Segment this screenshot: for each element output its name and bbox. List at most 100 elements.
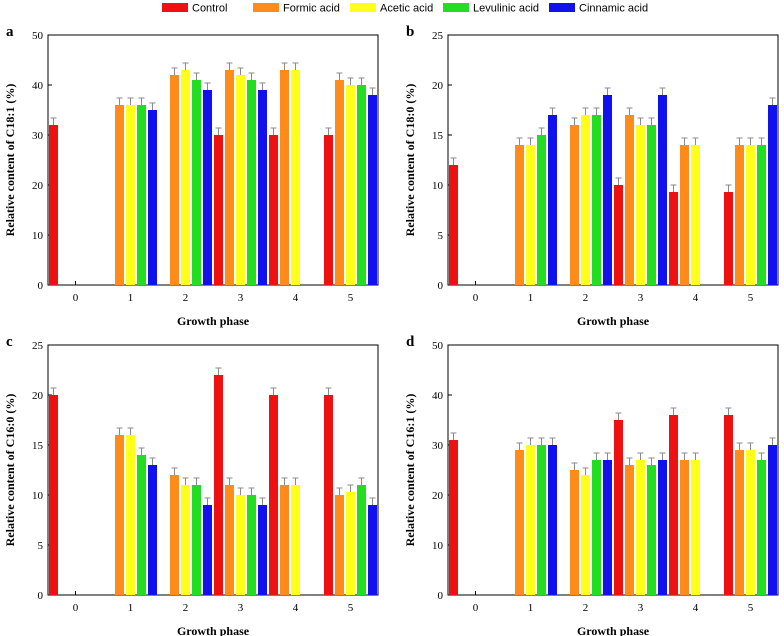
error-bar [237,487,244,495]
error-bar [138,447,145,455]
bar-control-phase-5 [324,135,333,285]
bar-acetic-acid-phase-3 [236,75,245,285]
error-bar [538,127,545,135]
y-tick-label: 0 [38,590,44,602]
bar-formic-acid-phase-4 [680,460,689,595]
panel-letter: c [6,334,13,350]
error-bar [747,442,754,450]
error-bar [615,177,622,185]
bar-levulinic-acid-phase-5 [357,85,366,285]
error-bar [516,137,523,145]
bar-control-phase-4 [669,415,678,595]
error-bar [347,77,354,85]
error-bar [648,117,655,125]
error-bar [336,72,343,80]
error-bar [615,412,622,420]
bar-acetic-acid-phase-5 [746,145,755,285]
plot-frame [47,344,379,596]
x-tick-label: 5 [348,602,354,614]
x-tick-label: 3 [638,292,644,304]
error-bar [215,127,222,135]
y-tick-label: 15 [432,130,444,142]
y-tick-label: 25 [32,340,44,352]
bar-control-phase-0 [49,395,58,595]
y-tick-label: 20 [32,180,44,192]
legend-swatch-cinnamic-acid [549,3,575,12]
error-bar [604,87,611,95]
y-tick-label: 10 [32,230,44,242]
y-tick-label: 20 [32,390,44,402]
error-bar [259,82,266,90]
error-bar [549,107,556,115]
error-bar [758,452,765,460]
panel-b: b 0 5 10 15 20 25 0 1 2 3 4 5 Growth phase Relative co… [403,24,779,328]
error-bar [292,62,299,70]
x-tick-label: 1 [128,292,134,304]
bar-control-phase-5 [324,395,333,595]
bar-acetic-acid-phase-5 [346,492,355,595]
bar-formic-acid-phase-1 [515,450,524,595]
bar-cinnamic-acid-phase-1 [548,115,557,285]
error-bar [182,477,189,485]
bar-cinnamic-acid-phase-5 [368,505,377,595]
error-bar [692,452,699,460]
bar-formic-acid-phase-2 [170,475,179,595]
error-bar [325,387,332,395]
bar-acetic-acid-phase-4 [691,145,700,285]
bar-control-phase-3 [614,185,623,285]
error-bar [681,137,688,145]
bar-cinnamic-acid-phase-5 [768,105,777,285]
error-bar [204,82,211,90]
bar-levulinic-acid-phase-3 [647,125,656,285]
error-bar [538,437,545,445]
bar-levulinic-acid-phase-5 [357,485,366,595]
bar-acetic-acid-phase-3 [636,125,645,285]
y-tick-label: 5 [38,540,44,552]
error-bar [336,487,343,495]
bar-acetic-acid-phase-4 [291,485,300,595]
x-tick-label: 0 [73,292,79,304]
error-bar [116,427,123,435]
y-axis-title: Relative content of C18:1 (%) [3,84,17,237]
error-bar [149,457,156,465]
error-bar [270,127,277,135]
error-bar [149,102,156,110]
x-tick-label: 0 [473,292,479,304]
bar-levulinic-acid-phase-2 [592,115,601,285]
x-tick-label: 5 [748,292,754,304]
bar-formic-acid-phase-5 [735,450,744,595]
error-bar [193,477,200,485]
bar-levulinic-acid-phase-3 [247,495,256,595]
error-bar [659,452,666,460]
bar-cinnamic-acid-phase-1 [148,110,157,285]
legend-label-cinnamic-acid: Cinnamic acid [579,3,648,15]
y-tick-label: 0 [38,280,44,292]
bar-cinnamic-acid-phase-2 [603,460,612,595]
bar-formic-acid-phase-3 [225,485,234,595]
x-tick-label: 3 [638,602,644,614]
bar-formic-acid-phase-3 [625,115,634,285]
error-bar [637,452,644,460]
error-bar [127,97,134,105]
bar-acetic-acid-phase-5 [746,450,755,595]
error-bar [171,67,178,75]
bar-formic-acid-phase-5 [335,495,344,595]
bar-formic-acid-phase-3 [225,70,234,285]
x-tick-label: 4 [693,292,699,304]
x-tick-label: 4 [293,292,299,304]
x-tick-label: 5 [348,292,354,304]
error-bar [593,107,600,115]
bar-control-phase-5 [724,192,733,285]
x-tick-label: 2 [183,602,189,614]
error-bar [50,387,57,395]
error-bar [369,87,376,95]
y-tick-label: 15 [32,440,44,452]
x-tick-label: 0 [73,602,79,614]
error-bar [450,157,457,165]
y-axis-title: Relative content of C18:0 (%) [403,84,417,237]
y-tick-label: 50 [32,30,44,42]
legend-label-control: Control [192,3,227,15]
bar-cinnamic-acid-phase-2 [603,95,612,285]
